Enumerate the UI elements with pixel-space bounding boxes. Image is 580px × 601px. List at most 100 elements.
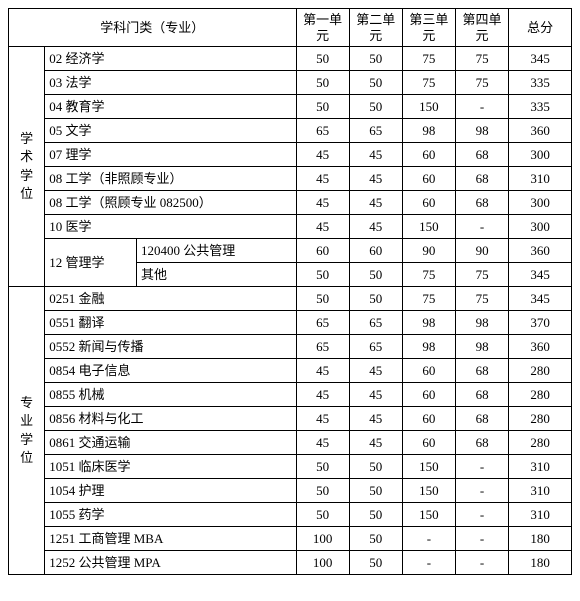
cell-u1: 65: [296, 119, 349, 143]
major-name: 02 经济学: [45, 47, 296, 71]
header-major: 学科门类（专业）: [9, 9, 297, 47]
cell-u4: -: [455, 527, 508, 551]
cell-u4: -: [455, 95, 508, 119]
header-unit1: 第一单元: [296, 9, 349, 47]
cell-u2: 45: [349, 167, 402, 191]
major-name: 0856 材料与化工: [45, 407, 296, 431]
table-row: 08 工学（照顾专业 082500） 45 45 60 68 300: [9, 191, 572, 215]
major-group: 12 管理学: [45, 239, 137, 287]
major-name: 0251 金融: [45, 287, 296, 311]
major-name: 1251 工商管理 MBA: [45, 527, 296, 551]
cell-u1: 65: [296, 311, 349, 335]
cell-u2: 50: [349, 551, 402, 575]
cell-u1: 50: [296, 263, 349, 287]
major-name: 1252 公共管理 MPA: [45, 551, 296, 575]
cell-u3: 150: [402, 455, 455, 479]
cell-total: 180: [509, 527, 572, 551]
header-row: 学科门类（专业） 第一单元 第二单元 第三单元 第四单元 总分: [9, 9, 572, 47]
table-row: 专业学位 0251 金融 50 50 75 75 345: [9, 287, 572, 311]
cell-u4: -: [455, 551, 508, 575]
cell-u2: 65: [349, 311, 402, 335]
cell-u4: 68: [455, 359, 508, 383]
table-row: 0856 材料与化工 45 45 60 68 280: [9, 407, 572, 431]
cell-u3: 150: [402, 479, 455, 503]
header-unit3: 第三单元: [402, 9, 455, 47]
table-row: 1055 药学 50 50 150 - 310: [9, 503, 572, 527]
cell-u4: -: [455, 455, 508, 479]
table-row: 0551 翻译 65 65 98 98 370: [9, 311, 572, 335]
table-row: 03 法学 50 50 75 75 335: [9, 71, 572, 95]
cell-total: 360: [509, 335, 572, 359]
cell-u3: 60: [402, 143, 455, 167]
cell-u2: 50: [349, 95, 402, 119]
cell-total: 310: [509, 455, 572, 479]
cell-u2: 45: [349, 359, 402, 383]
major-name: 05 文学: [45, 119, 296, 143]
cell-total: 280: [509, 359, 572, 383]
major-name: 0854 电子信息: [45, 359, 296, 383]
major-name: 04 教育学: [45, 95, 296, 119]
cell-u3: 75: [402, 47, 455, 71]
header-total: 总分: [509, 9, 572, 47]
cell-u2: 50: [349, 527, 402, 551]
table-row: 0552 新闻与传播 65 65 98 98 360: [9, 335, 572, 359]
cell-u3: 98: [402, 119, 455, 143]
cell-u3: 60: [402, 431, 455, 455]
cell-u1: 45: [296, 431, 349, 455]
cell-u4: 68: [455, 167, 508, 191]
major-name: 08 工学（非照顾专业）: [45, 167, 296, 191]
table-row: 07 理学 45 45 60 68 300: [9, 143, 572, 167]
major-name: 1055 药学: [45, 503, 296, 527]
cell-u3: 60: [402, 359, 455, 383]
cell-u3: 60: [402, 191, 455, 215]
major-sub: 其他: [137, 263, 296, 287]
cell-u2: 50: [349, 503, 402, 527]
cell-u1: 50: [296, 479, 349, 503]
cell-u1: 100: [296, 551, 349, 575]
table-row: 1251 工商管理 MBA 100 50 - - 180: [9, 527, 572, 551]
cell-u2: 50: [349, 71, 402, 95]
cell-u2: 65: [349, 335, 402, 359]
cell-total: 345: [509, 287, 572, 311]
table-row: 学术学位 02 经济学 50 50 75 75 345: [9, 47, 572, 71]
cell-u4: 75: [455, 47, 508, 71]
cell-u1: 50: [296, 95, 349, 119]
table-row: 05 文学 65 65 98 98 360: [9, 119, 572, 143]
cell-u2: 60: [349, 239, 402, 263]
cell-u1: 45: [296, 215, 349, 239]
cell-u3: 150: [402, 503, 455, 527]
cell-total: 280: [509, 431, 572, 455]
cell-total: 300: [509, 143, 572, 167]
cell-total: 310: [509, 167, 572, 191]
cell-u2: 45: [349, 143, 402, 167]
header-unit2: 第二单元: [349, 9, 402, 47]
cell-total: 310: [509, 503, 572, 527]
cell-total: 180: [509, 551, 572, 575]
cell-u3: -: [402, 551, 455, 575]
cell-u4: -: [455, 503, 508, 527]
cell-u2: 45: [349, 431, 402, 455]
cell-total: 300: [509, 191, 572, 215]
cell-u2: 45: [349, 407, 402, 431]
cell-u1: 50: [296, 47, 349, 71]
cell-u4: 75: [455, 71, 508, 95]
cell-u2: 45: [349, 383, 402, 407]
cell-u2: 65: [349, 119, 402, 143]
cell-u3: 150: [402, 215, 455, 239]
major-name: 0861 交通运输: [45, 431, 296, 455]
table-row: 04 教育学 50 50 150 - 335: [9, 95, 572, 119]
table-row: 12 管理学 120400 公共管理 60 60 90 90 360: [9, 239, 572, 263]
table-row: 1051 临床医学 50 50 150 - 310: [9, 455, 572, 479]
cell-total: 345: [509, 47, 572, 71]
cell-u3: 60: [402, 407, 455, 431]
table-row: 08 工学（非照顾专业） 45 45 60 68 310: [9, 167, 572, 191]
cell-total: 360: [509, 119, 572, 143]
cell-u3: 98: [402, 335, 455, 359]
cell-u3: 98: [402, 311, 455, 335]
major-name: 08 工学（照顾专业 082500）: [45, 191, 296, 215]
table-row: 10 医学 45 45 150 - 300: [9, 215, 572, 239]
major-name: 0855 机械: [45, 383, 296, 407]
major-name: 07 理学: [45, 143, 296, 167]
major-name: 1054 护理: [45, 479, 296, 503]
cell-u4: 68: [455, 143, 508, 167]
